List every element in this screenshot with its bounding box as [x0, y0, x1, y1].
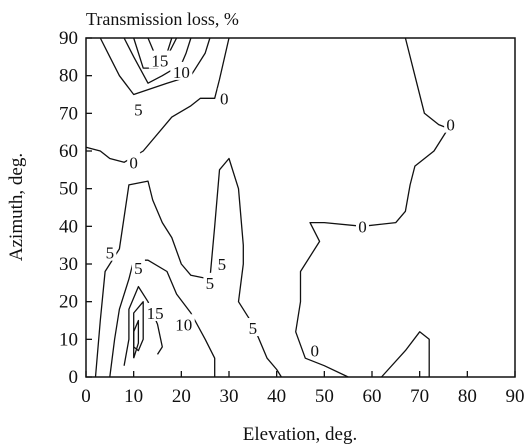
contour-line-level-10 — [123, 37, 192, 84]
contour-line-level-0 — [381, 331, 430, 378]
y-axis-label: Azimuth, deg. — [6, 153, 27, 261]
contour-label-background — [355, 216, 369, 235]
axis-ticks — [85, 37, 516, 378]
contour-label-background — [131, 257, 145, 276]
contour-label-background — [148, 50, 171, 69]
contour-label: 5 — [206, 274, 215, 293]
contour-label: 5 — [134, 101, 143, 120]
contour-label-background — [246, 318, 260, 337]
contour-label-background — [127, 152, 141, 171]
contour-label: 15 — [147, 304, 164, 323]
contour-label-background — [215, 254, 229, 272]
y-tick-label: 80 — [59, 66, 78, 87]
y-tick-label: 0 — [69, 367, 79, 388]
contour-label-background — [308, 340, 322, 359]
x-axis-label: Elevation, deg. — [243, 424, 358, 445]
contour-label: 5 — [249, 319, 258, 338]
x-tick-label: 40 — [267, 386, 286, 407]
contour-label: 0 — [129, 153, 138, 172]
contour-label: 5 — [106, 244, 115, 263]
x-tick-label: 70 — [410, 386, 429, 407]
contour-label-background — [144, 302, 167, 321]
contour-label: 5 — [134, 259, 143, 278]
contour-label-background — [170, 61, 193, 80]
plot-frame — [85, 37, 516, 378]
y-tick-label: 20 — [59, 292, 78, 313]
x-tick-label: 60 — [363, 386, 382, 407]
x-tick-label: 90 — [506, 386, 525, 407]
y-tick-label: 10 — [59, 329, 78, 350]
x-tick-label: 50 — [315, 386, 334, 407]
x-tick-label: 0 — [81, 386, 91, 407]
contour-label: 5 — [218, 255, 227, 274]
y-tick-label: 30 — [59, 254, 78, 275]
contour-line-level-15 — [123, 285, 163, 366]
y-tick-labels: 0 10 20 30 40 50 60 70 80 90 — [59, 28, 78, 388]
contour-label-background — [203, 272, 217, 291]
y-tick-label: 60 — [59, 141, 78, 162]
contour-label-background — [103, 242, 117, 261]
contour-label: 0 — [311, 342, 320, 361]
x-tick-label: 30 — [220, 386, 239, 407]
x-tick-label: 20 — [172, 386, 191, 407]
y-tick-label: 50 — [59, 179, 78, 200]
contour-lines — [85, 37, 449, 378]
x-tick-label: 80 — [458, 386, 477, 407]
y-tick-label: 90 — [59, 28, 78, 49]
chart-title: Transmission loss, % — [86, 9, 239, 29]
contour-line — [133, 319, 140, 359]
y-tick-label: 70 — [59, 103, 78, 124]
contour-label: 10 — [173, 63, 190, 82]
contour-line-level-0 — [295, 37, 449, 378]
contour-label-background — [217, 88, 231, 107]
contour-label: 0 — [358, 217, 367, 236]
contour-label: 0 — [220, 89, 229, 108]
contour-label: 0 — [446, 116, 455, 135]
contour-label-background — [131, 99, 145, 118]
contour-label-background — [172, 314, 195, 333]
contour-label: 10 — [175, 315, 192, 334]
contour-line-level-10 — [109, 259, 216, 378]
contour-line — [133, 301, 144, 352]
contour-line-level-0 — [85, 37, 230, 163]
contour-label: 15 — [151, 52, 168, 71]
contour-line-level-5 — [94, 157, 282, 378]
y-tick-label: 40 — [59, 216, 78, 237]
contour-line-level-5 — [99, 37, 211, 96]
x-tick-label: 10 — [124, 386, 143, 407]
contour-label-background — [444, 114, 458, 133]
x-tick-labels: 0 10 20 30 40 50 60 70 80 90 — [81, 386, 524, 407]
